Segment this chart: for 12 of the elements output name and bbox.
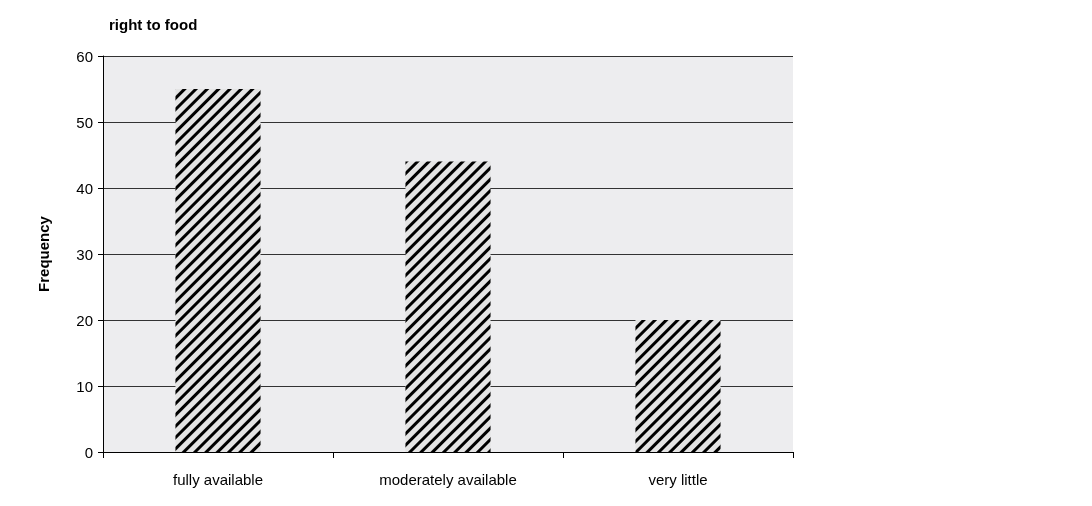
chart-title: right to food — [109, 16, 198, 33]
y-tick-label: 50 — [76, 113, 93, 131]
x-tick-label: fully available — [172, 471, 264, 488]
y-tick-label: 20 — [76, 311, 93, 329]
y-tick-label: 60 — [76, 47, 93, 65]
x-tick-label: moderately available — [379, 471, 517, 488]
y-tick-label: 30 — [76, 245, 93, 263]
y-tick-label: 40 — [76, 179, 93, 197]
x-tick-label: very little — [648, 471, 708, 488]
y-axis-title: Frequency — [35, 215, 52, 292]
y-tick-label: 0 — [84, 443, 93, 461]
y-tick-label: 10 — [76, 377, 93, 395]
